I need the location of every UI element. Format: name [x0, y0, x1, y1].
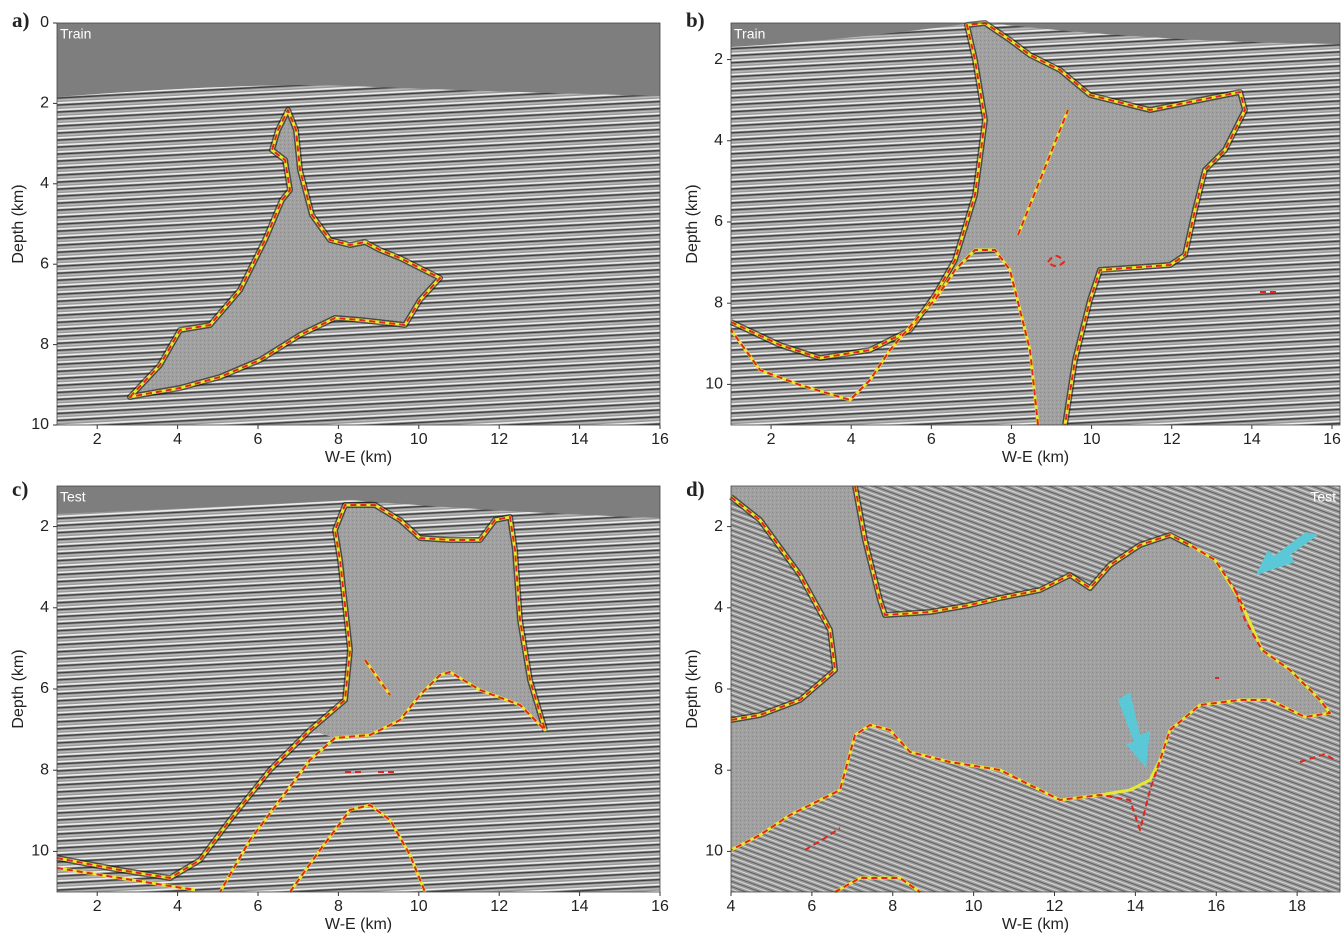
y-tick-label: 2 [714, 51, 723, 68]
salt-outline [127, 107, 443, 400]
x-tick-label: 6 [254, 898, 263, 915]
x-axis-label: W-E (km) [1002, 449, 1069, 466]
x-tick-label: 4 [173, 431, 182, 448]
x-tick-label: 10 [1083, 431, 1101, 448]
x-tick-label: 6 [927, 431, 936, 448]
y-tick-label: 10 [31, 843, 49, 860]
salt-outline [56, 502, 548, 893]
x-axis-label: W-E (km) [325, 449, 392, 466]
y-tick-label: 6 [40, 680, 49, 697]
x-tick-label: 2 [767, 431, 776, 448]
x-tick-label: 8 [1007, 431, 1016, 448]
arrow [1256, 532, 1318, 575]
x-tick-label: 6 [254, 431, 263, 448]
x-tick-label: 4 [727, 898, 736, 915]
x-tick-label: 8 [334, 898, 343, 915]
x-axis-label: W-E (km) [325, 916, 392, 933]
panel-label: c) [12, 477, 28, 501]
y-tick-label: 8 [714, 294, 723, 311]
panel-label: a) [12, 8, 30, 32]
y-tick-label: 10 [31, 416, 49, 433]
y-tick-label: 10 [705, 843, 723, 860]
y-tick-label: 8 [40, 761, 49, 778]
x-tick-label: 16 [1207, 898, 1225, 915]
y-axis-label: Depth (km) [684, 184, 701, 263]
y-axis-label: Depth (km) [684, 649, 701, 728]
y-tick-label: 2 [714, 518, 723, 535]
panel-tag: Test [1310, 489, 1336, 505]
y-tick-label: 4 [714, 132, 723, 149]
y-tick-label: 8 [40, 336, 49, 353]
panel-a-image [57, 23, 660, 425]
x-tick-label: 16 [651, 898, 669, 915]
x-tick-label: 12 [490, 898, 508, 915]
arrow [1118, 692, 1150, 768]
plot-frame [56, 22, 661, 426]
y-axis-label: Depth (km) [10, 184, 27, 263]
panel-b-image [729, 20, 1340, 426]
x-tick-label: 14 [1126, 898, 1144, 915]
y-tick-label: 6 [714, 213, 723, 230]
x-tick-label: 10 [410, 431, 428, 448]
y-tick-label: 2 [40, 518, 49, 535]
y-tick-label: 6 [40, 255, 49, 272]
y-tick-label: 6 [714, 680, 723, 697]
y-tick-label: 8 [714, 761, 723, 778]
y-axis-label: Depth (km) [10, 649, 27, 728]
y-tick-label: 4 [40, 175, 49, 192]
x-tick-label: 10 [965, 898, 983, 915]
x-tick-label: 14 [571, 431, 589, 448]
y-tick-label: 2 [40, 95, 49, 112]
x-tick-label: 4 [847, 431, 856, 448]
x-tick-label: 2 [93, 898, 102, 915]
x-tick-label: 12 [490, 431, 508, 448]
x-tick-label: 6 [807, 898, 816, 915]
x-tick-label: 14 [1243, 431, 1261, 448]
x-tick-label: 18 [1288, 898, 1306, 915]
x-tick-label: 12 [1046, 898, 1064, 915]
panel-tag: Test [60, 489, 86, 505]
x-tick-label: 4 [173, 898, 182, 915]
panel-label: d) [686, 477, 705, 501]
panel-tag: Train [734, 26, 765, 42]
y-tick-label: 4 [40, 599, 49, 616]
y-tick-label: 4 [714, 599, 723, 616]
y-tick-label: 0 [40, 14, 49, 31]
x-tick-label: 2 [93, 431, 102, 448]
panel-tag: Train [60, 26, 91, 42]
plot-frame [730, 22, 1341, 426]
x-tick-label: 8 [334, 431, 343, 448]
panel-d-image [729, 485, 1340, 894]
panel-label: b) [686, 8, 705, 32]
x-tick-label: 16 [1323, 431, 1341, 448]
salt-outline [729, 20, 1278, 426]
salt-outline [729, 485, 1336, 894]
x-tick-label: 16 [651, 431, 669, 448]
x-tick-label: 10 [410, 898, 428, 915]
x-tick-label: 8 [888, 898, 897, 915]
x-tick-label: 12 [1163, 431, 1181, 448]
x-tick-label: 14 [571, 898, 589, 915]
y-tick-label: 10 [705, 376, 723, 393]
x-axis-label: W-E (km) [1002, 916, 1069, 933]
panel-c-image [56, 486, 660, 893]
